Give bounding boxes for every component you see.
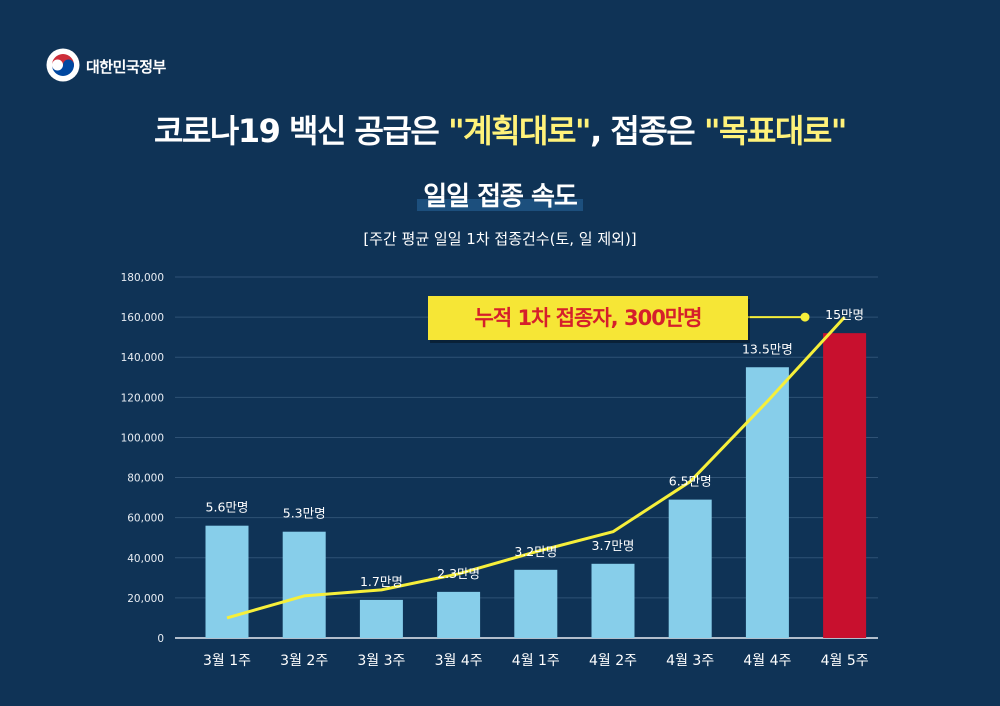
bar [359, 599, 403, 638]
bar [282, 531, 326, 638]
cumulative-callout: 누적 1차 접종자, 300만명 [428, 296, 748, 340]
data-label: 1.7만명 [360, 574, 403, 589]
trend-line-layer [226, 312, 846, 620]
data-labels: 5.6만명 5.3만명 1.7만명 2.3만명 3.2만명 3.7만명 6.5만명 13.5만… [206, 307, 864, 589]
trend-line [226, 316, 846, 620]
x-tick-label: 4월 4주 [743, 653, 791, 669]
callout-leader-dot [800, 312, 810, 322]
y-axis-ticks: 0 20,000 40,000 60,000 80,000 100,000 120,000 1… [121, 272, 164, 645]
data-label: 15만명 [825, 307, 864, 322]
data-label: 13.5만명 [742, 341, 793, 356]
x-tick-label: 3월 4주 [435, 653, 483, 669]
y-tick-label: 40,000 [127, 553, 164, 565]
data-label: 5.6만명 [206, 500, 249, 515]
bar [437, 591, 481, 638]
headline-highlight1: "계획대로" [448, 112, 592, 150]
chart-title: 일일 접종 속도 [417, 176, 583, 213]
bar [591, 563, 635, 638]
headline-highlight2: "목표대로" [703, 112, 848, 150]
data-label: 2.3만명 [437, 566, 480, 581]
brand-name: 대한민국정부 [86, 58, 166, 76]
x-tick-label: 4월 1주 [512, 653, 560, 669]
x-tick-label: 4월 2주 [589, 653, 637, 669]
taegeuk-icon [46, 48, 80, 82]
bar [668, 499, 712, 638]
bar [514, 569, 558, 638]
y-tick-label: 180,000 [121, 272, 164, 284]
x-tick-label: 3월 1주 [203, 653, 251, 669]
bars [205, 333, 867, 638]
headline-part1: 코로나19 백신 공급은 [154, 112, 448, 150]
data-label: 6.5만명 [669, 474, 712, 489]
y-tick-label: 60,000 [127, 513, 164, 525]
bar [823, 333, 867, 638]
data-label: 5.3만명 [283, 506, 326, 521]
y-tick-label: 120,000 [121, 392, 164, 404]
x-tick-label: 3월 2주 [280, 653, 328, 669]
subtitle-wrap: 일일 접종 속도 [0, 176, 1000, 213]
x-tick-label: 4월 3주 [666, 653, 714, 669]
x-tick-label: 3월 3주 [357, 653, 405, 669]
y-tick-label: 160,000 [121, 312, 164, 324]
chart-title-text: 일일 접종 속도 [423, 182, 578, 212]
data-label: 3.7만명 [592, 538, 635, 553]
chart-note: [주간 평균 일일 1차 접종건수(토, 일 제외)] [363, 230, 637, 248]
x-axis-ticks: 3월 1주 3월 2주 3월 3주 3월 4주 4월 1주 4월 2주 4월 3주 4월 4주… [203, 653, 869, 669]
y-tick-label: 80,000 [127, 473, 164, 485]
bar [205, 525, 249, 638]
bar [745, 367, 789, 638]
headline: 코로나19 백신 공급은 "계획대로", 접종은 "목표대로" [0, 106, 1000, 152]
headline-part2: , 접종은 [590, 112, 704, 150]
y-tick-label: 140,000 [121, 352, 164, 364]
data-label: 3.2만명 [514, 544, 557, 559]
y-tick-label: 100,000 [121, 432, 164, 444]
x-tick-label: 4월 5주 [821, 653, 869, 669]
y-tick-label: 0 [157, 633, 164, 645]
y-tick-label: 20,000 [127, 593, 164, 605]
